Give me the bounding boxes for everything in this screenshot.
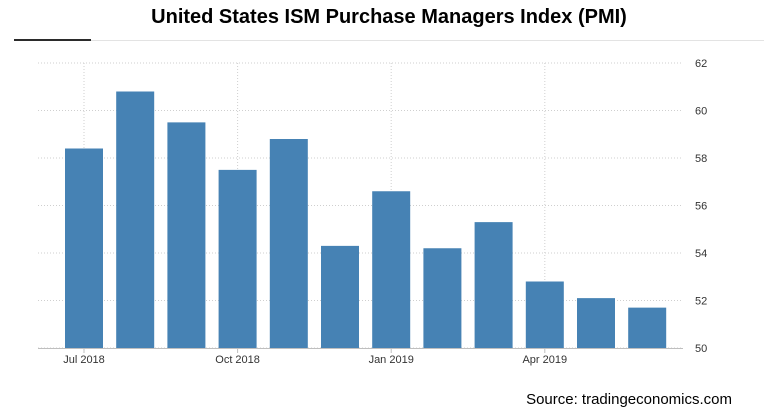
y-tick-label: 52 [695,296,707,308]
y-tick-label: 62 [695,58,707,70]
bar-2019-04 [525,281,564,348]
x-tick-label: Apr 2019 [522,354,567,366]
bar-2018-07 [65,148,103,348]
bar-2019-06 [628,307,667,348]
title-accent-line [14,39,91,41]
chart-title: United States ISM Purchase Managers Inde… [151,6,627,28]
bar-2019-01 [372,191,411,348]
x-tick-label: Jul 2018 [63,354,105,366]
bar-2019-05 [577,298,615,348]
bar-2019-03 [474,222,513,348]
y-tick-label: 60 [695,106,707,118]
y-tick-label: 56 [695,201,707,213]
y-tick-label: 50 [695,343,707,355]
bar-2018-09 [167,122,206,348]
x-tick-label: Oct 2018 [215,354,260,366]
x-tick-label: Jan 2019 [369,354,414,366]
bar-2018-08 [116,91,155,348]
bar-2018-12 [321,245,359,348]
title-rule-line [91,40,764,41]
bar-2018-11 [269,139,308,348]
bar-2019-02 [423,248,462,348]
source-label: Source: tradingeconomics.com [526,391,732,408]
y-tick-label: 58 [695,153,707,165]
bar-2018-10 [218,169,257,348]
y-tick-label: 54 [695,248,707,260]
